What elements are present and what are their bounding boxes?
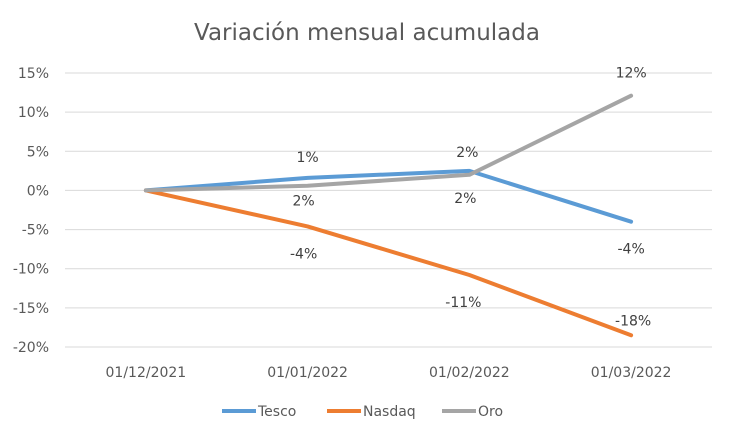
y-tick-label: -15%: [13, 301, 49, 317]
y-axis-ticks: 15% 10% 5% 0% -5% -10% -15% -20%: [13, 66, 49, 356]
data-label-nasdaq: -4%: [290, 246, 317, 262]
x-tick-label: 01/01/2022: [267, 365, 348, 381]
legend-item-oro: Oro: [442, 404, 503, 420]
series-line-nasdaq: [143, 188, 634, 338]
data-label-tesco: -4%: [617, 242, 644, 258]
legend-label: Tesco: [257, 404, 296, 420]
x-tick-label: 01/12/2021: [106, 365, 187, 381]
legend-label: Nasdaq: [363, 404, 416, 420]
chart-title: Variación mensual acumulada: [194, 20, 540, 46]
y-tick-label: -20%: [13, 340, 49, 356]
y-tick-label: -10%: [13, 262, 49, 278]
legend-label: Oro: [478, 404, 503, 420]
data-label-tesco: 2%: [456, 145, 478, 161]
legend: Tesco Nasdaq Oro: [222, 404, 503, 420]
y-tick-label: -5%: [22, 223, 49, 239]
data-label-oro: 12%: [616, 66, 647, 82]
y-tick-label: 0%: [27, 183, 49, 199]
data-label-oro: 2%: [293, 194, 315, 210]
gridlines: [65, 72, 712, 348]
series-line-oro: [143, 93, 634, 193]
x-tick-label: 01/03/2022: [591, 365, 672, 381]
y-tick-label: 15%: [18, 66, 49, 82]
x-axis-ticks: 01/12/2021 01/01/2022 01/02/2022 01/03/2022: [106, 365, 672, 381]
data-labels: 1% 2% -4% -4% -11% -18% 2% 2% 12%: [290, 66, 651, 330]
data-label-nasdaq: -11%: [445, 295, 481, 311]
legend-item-tesco: Tesco: [222, 404, 296, 420]
y-tick-label: 10%: [18, 105, 49, 121]
data-label-nasdaq: -18%: [615, 313, 651, 329]
series-line-tesco: [143, 168, 634, 224]
series-lines: [143, 93, 634, 338]
data-label-tesco: 1%: [297, 150, 319, 166]
legend-item-nasdaq: Nasdaq: [327, 404, 416, 420]
x-tick-label: 01/02/2022: [429, 365, 510, 381]
y-tick-label: 5%: [27, 144, 49, 160]
data-label-oro: 2%: [454, 191, 476, 207]
